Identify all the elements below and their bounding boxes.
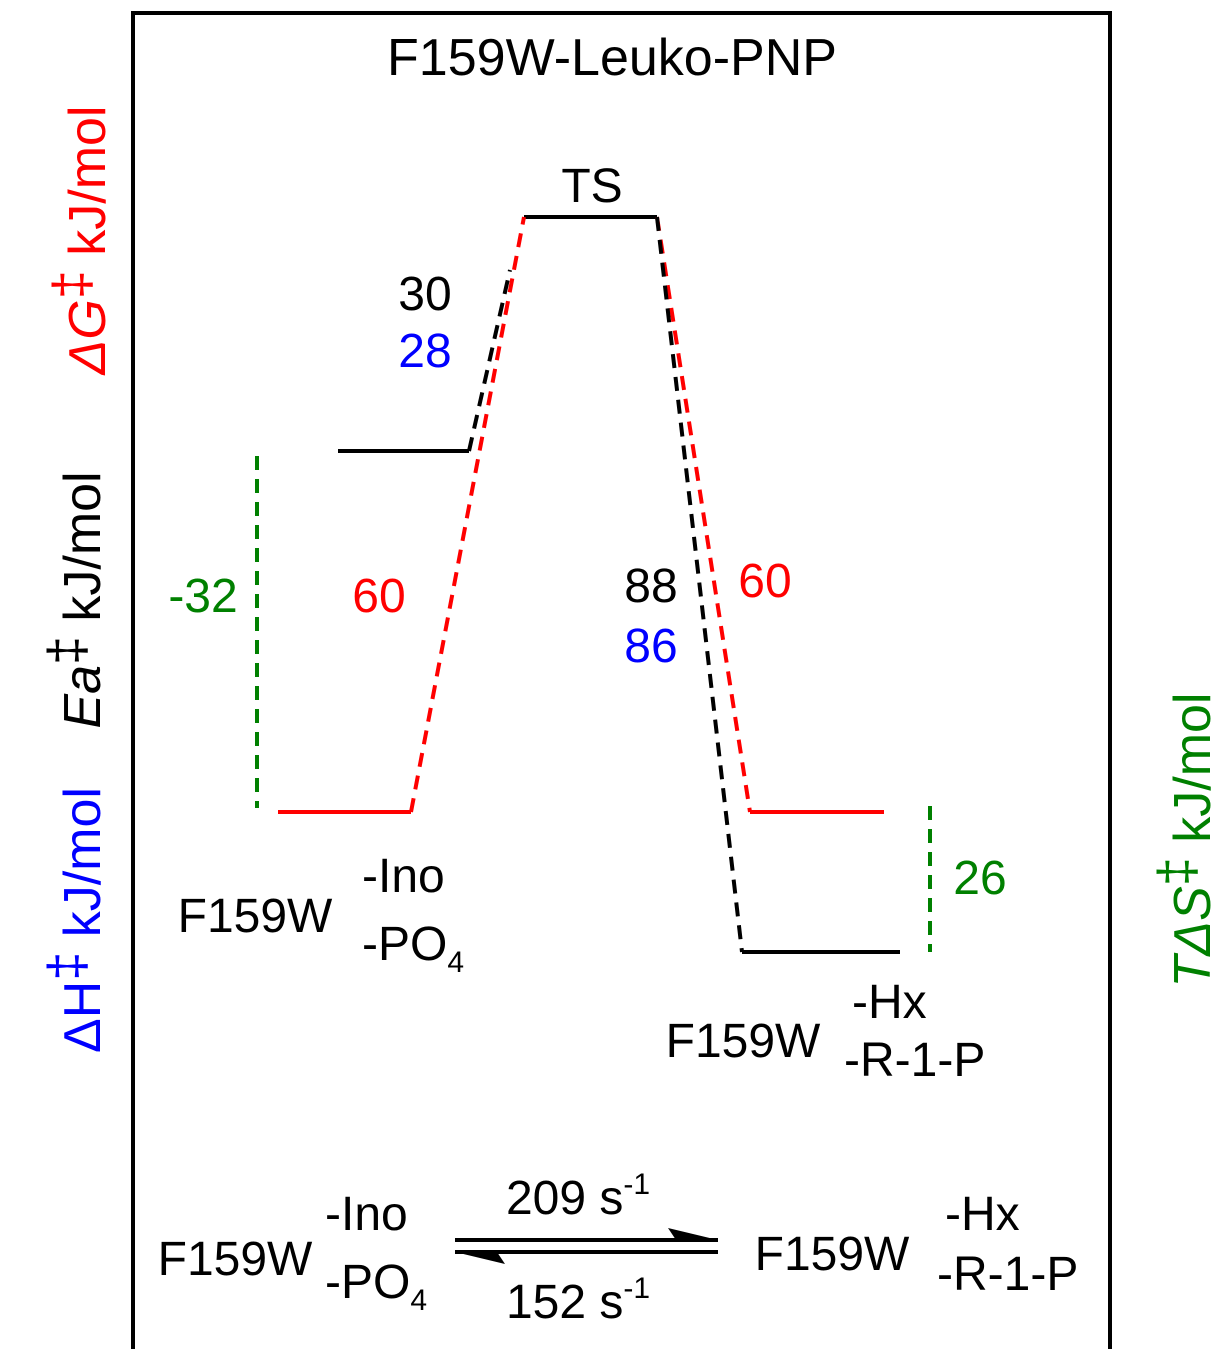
reverse-tds-value: 26 (953, 852, 1006, 905)
forward-ea-value: 30 (398, 268, 451, 321)
equilibrium-scheme: F159W -Ino -PO4 209 s-1 152 s-1 F159W -H… (158, 1168, 1079, 1329)
delta-g-axis-label: ΔG‡ kJ/mol (43, 106, 117, 377)
eq-reactant-bottom-group: -PO4 (325, 1256, 427, 1317)
forward-activation-barrier (467, 269, 512, 452)
delta-g-symbol: ΔG (59, 299, 117, 376)
reactant-top-group: -Ino (362, 850, 445, 903)
product-bottom-group: -R-1-P (844, 1034, 985, 1087)
forward-dh-value: 28 (398, 325, 451, 378)
ea-dagger: ‡ (38, 636, 96, 665)
reactant-name: F159W (178, 890, 333, 943)
reactant-bottom-sub: 4 (447, 946, 464, 979)
ea-unit: kJ/mol (54, 471, 112, 636)
forward-rate-exp: -1 (623, 1168, 650, 1201)
eq-product-bottom-group: -R-1-P (937, 1248, 1078, 1301)
forward-arrow-head (668, 1228, 718, 1240)
delta-h-symbol: ΔH (54, 981, 112, 1053)
reverse-activation-barrier (655, 216, 744, 953)
eq-reactant-top-group: -Ino (325, 1188, 408, 1241)
delta-h-unit: kJ/mol (54, 787, 112, 952)
ts-label: TS (561, 160, 622, 213)
diagram-frame (131, 11, 1112, 1349)
product-species-label: F159W -Hx -R-1-P (666, 976, 986, 1087)
eq-product-name: F159W (755, 1228, 910, 1281)
ea-symbol: Ea (54, 665, 112, 729)
forward-tds-value: -32 (168, 570, 237, 623)
delta-h-dagger: ‡ (38, 952, 96, 981)
forward-rate: 209 s-1 (506, 1168, 650, 1225)
delta-h-axis-label: ΔH‡ kJ/mol (38, 787, 112, 1053)
diagram-title: F159W-Leuko-PNP (387, 29, 837, 87)
eq-reactant-name: F159W (158, 1233, 313, 1286)
reverse-dh-value: 86 (624, 620, 677, 673)
t-delta-s-axis-label: TΔS‡ kJ/mol (1148, 693, 1222, 988)
reverse-arrow-head (455, 1252, 505, 1264)
eq-reactant-bottom-sub: 4 (410, 1284, 427, 1317)
product-name: F159W (666, 1015, 821, 1068)
product-top-group: -Hx (852, 976, 927, 1029)
t-delta-s-dagger: ‡ (1148, 857, 1206, 886)
reverse-dg-value: 60 (738, 555, 791, 608)
ea-axis-label: Ea‡ kJ/mol (38, 471, 112, 728)
reactant-bottom-main: -PO (362, 918, 447, 971)
t-delta-s-symbol: TΔS (1164, 886, 1222, 988)
reverse-ea-value: 88 (624, 560, 677, 613)
forward-dg-value: 60 (352, 570, 405, 623)
reverse-free-energy-barrier (655, 216, 752, 813)
reverse-rate-value: 152 s (506, 1276, 623, 1329)
forward-free-energy-barrier (409, 216, 526, 813)
delta-g-unit: kJ/mol (59, 106, 117, 271)
reactant-bottom-group: -PO4 (362, 918, 464, 979)
t-delta-s-unit: kJ/mol (1164, 693, 1222, 858)
delta-g-dagger: ‡ (43, 270, 101, 299)
reverse-rate: 152 s-1 (506, 1272, 650, 1329)
forward-rate-value: 209 s (506, 1172, 623, 1225)
reverse-rate-exp: -1 (623, 1272, 650, 1305)
reactant-species-label: F159W -Ino -PO4 (178, 850, 464, 979)
eq-product-top-group: -Hx (945, 1188, 1020, 1241)
eq-reactant-bottom-main: -PO (325, 1256, 410, 1309)
